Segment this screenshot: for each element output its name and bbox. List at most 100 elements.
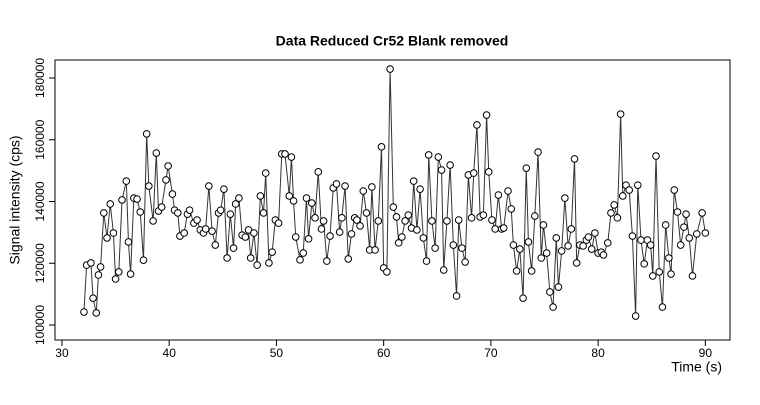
data-point (106, 200, 115, 208)
data-point (311, 214, 319, 222)
data-point (670, 186, 679, 194)
data-point (661, 221, 670, 229)
data-point (401, 217, 409, 225)
data-point (111, 275, 120, 283)
data-point (484, 168, 493, 176)
data-point (473, 121, 481, 129)
data-point (253, 261, 261, 269)
x-tick-label: 40 (163, 346, 177, 360)
data-point (439, 266, 448, 274)
data-point (89, 294, 97, 302)
data-point (291, 233, 300, 241)
data-point (413, 226, 421, 234)
data-point (205, 182, 213, 190)
data-point (109, 229, 118, 237)
data-point (347, 230, 356, 238)
data-point (665, 254, 673, 262)
data-point (673, 208, 682, 216)
data-point (587, 245, 596, 253)
data-point (633, 181, 642, 189)
data-point (332, 180, 341, 188)
data-point (685, 234, 694, 242)
data-point (537, 254, 546, 262)
data-point (335, 228, 344, 236)
data-point (142, 130, 151, 138)
data-point (449, 241, 458, 249)
x-tick-label: 60 (377, 346, 391, 360)
y-tick-label: 120000 (33, 243, 47, 283)
x-tick-label: 50 (270, 346, 284, 360)
data-point (246, 254, 255, 262)
data-point (118, 196, 126, 204)
data-point (561, 194, 569, 202)
data-point (173, 209, 182, 217)
data-point (652, 152, 660, 160)
data-point (599, 251, 608, 259)
data-point (446, 161, 454, 169)
data-point (265, 259, 273, 267)
data-point (139, 256, 148, 264)
data-point (491, 225, 499, 233)
data-point (362, 209, 371, 217)
data-point (658, 303, 667, 311)
data-point (250, 229, 258, 237)
data-point (603, 239, 612, 247)
data-point (261, 169, 270, 177)
data-point (409, 177, 418, 185)
data-point (136, 208, 145, 216)
data-point (676, 241, 685, 249)
data-point (549, 303, 557, 311)
data-point (648, 272, 657, 280)
data-point (646, 241, 655, 249)
data-point (539, 221, 548, 229)
data-point (80, 308, 88, 316)
data-point (419, 234, 428, 242)
plot-box (54, 59, 731, 341)
data-point (531, 212, 539, 220)
data-point (554, 283, 563, 291)
data-point (317, 225, 326, 233)
data-point (416, 185, 424, 193)
data-point (512, 267, 521, 275)
data-point (479, 211, 488, 219)
data-point (368, 183, 376, 191)
data-point (216, 206, 225, 214)
data-point (392, 213, 401, 221)
data-point (157, 203, 166, 211)
y-axis-label: Signal intensity (cps) (7, 135, 23, 264)
data-point (126, 270, 135, 278)
chart-title: Data Reduced Cr52 Blank removed (276, 33, 509, 49)
data-point (92, 309, 101, 317)
data-point (504, 187, 512, 195)
data-point (557, 247, 566, 255)
data-point (296, 256, 304, 264)
data-point (443, 217, 451, 225)
data-point (499, 224, 508, 232)
data-point (469, 169, 478, 177)
data-point (461, 258, 469, 266)
data-point (201, 225, 210, 233)
x-tick-label: 30 (55, 346, 69, 360)
data-point (274, 219, 283, 227)
data-point (434, 153, 443, 161)
data-point (302, 194, 311, 202)
data-point (371, 246, 379, 254)
data-point (308, 199, 316, 207)
data-point (185, 206, 194, 214)
data-point (281, 150, 289, 158)
data-point (534, 148, 542, 156)
data-point (341, 182, 349, 190)
data-point (618, 192, 627, 200)
data-point (546, 288, 554, 296)
data-point (552, 234, 561, 242)
data-point (299, 249, 308, 257)
data-point (584, 233, 593, 241)
data-point (133, 195, 141, 203)
data-point (610, 201, 618, 209)
data-point (353, 216, 361, 224)
data-point (688, 272, 697, 280)
data-point (359, 187, 368, 195)
data-point (616, 110, 625, 118)
data-point (488, 216, 496, 224)
data-point (326, 232, 334, 240)
